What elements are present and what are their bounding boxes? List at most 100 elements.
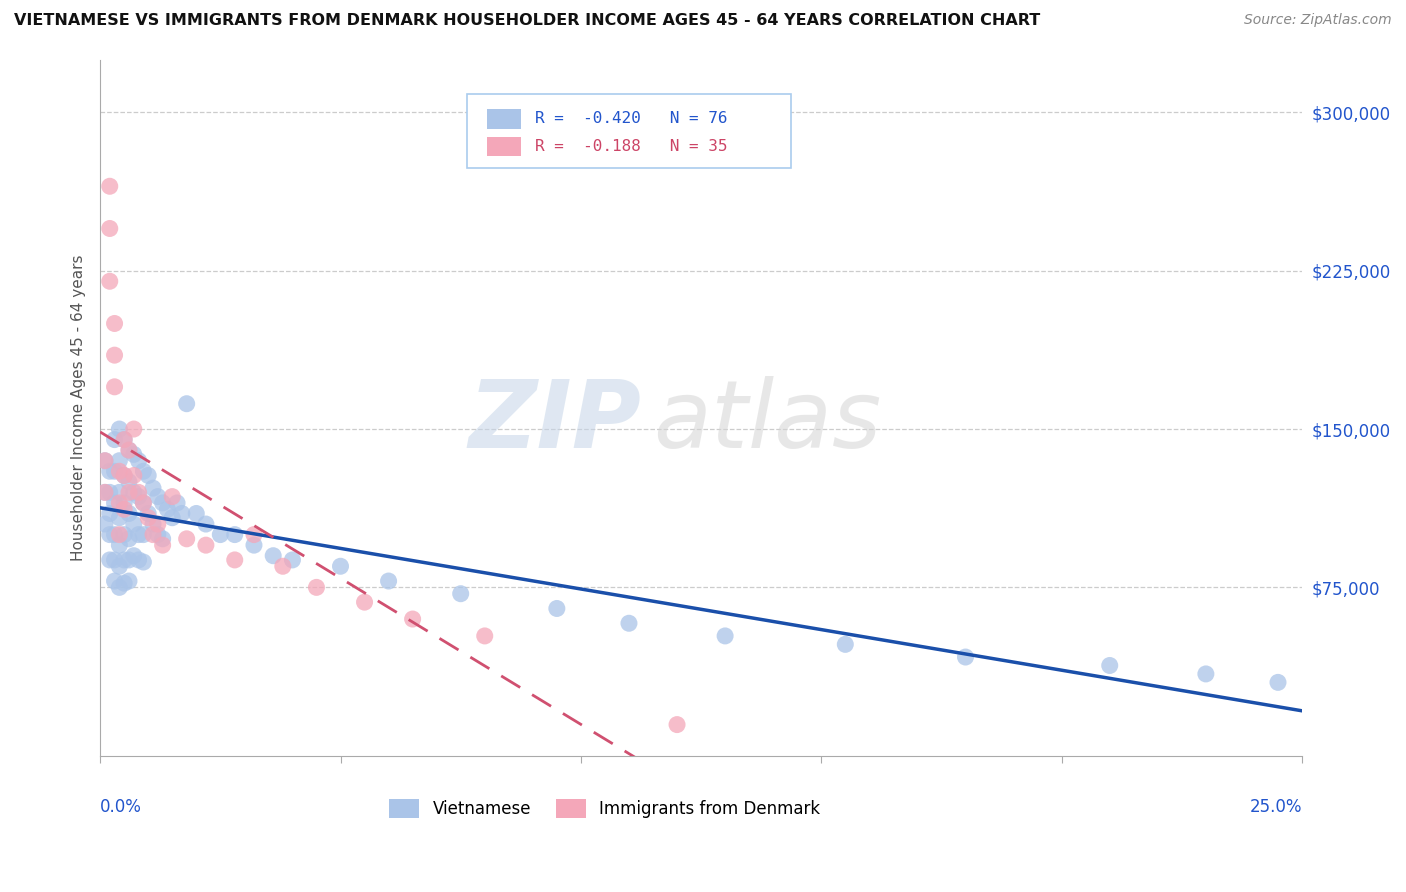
Point — [108, 527, 131, 541]
Text: 0.0%: 0.0% — [100, 798, 142, 816]
Point — [118, 574, 141, 588]
Point — [103, 574, 125, 588]
Point — [132, 496, 155, 510]
Point — [243, 538, 266, 552]
Point — [146, 527, 169, 541]
Point — [112, 553, 135, 567]
Point — [243, 527, 266, 541]
Point — [112, 433, 135, 447]
Point — [329, 559, 352, 574]
Point — [94, 485, 117, 500]
Point — [224, 527, 246, 541]
Point — [98, 507, 121, 521]
Point — [103, 380, 125, 394]
Legend: Vietnamese, Immigrants from Denmark: Vietnamese, Immigrants from Denmark — [382, 792, 827, 824]
Point — [108, 538, 131, 552]
Point — [112, 433, 135, 447]
Text: VIETNAMESE VS IMMIGRANTS FROM DENMARK HOUSEHOLDER INCOME AGES 45 - 64 YEARS CORR: VIETNAMESE VS IMMIGRANTS FROM DENMARK HO… — [14, 13, 1040, 29]
Point — [122, 422, 145, 436]
Point — [162, 490, 184, 504]
Y-axis label: Householder Income Ages 45 - 64 years: Householder Income Ages 45 - 64 years — [72, 255, 86, 561]
Point — [1267, 675, 1289, 690]
Point — [98, 464, 121, 478]
Point — [955, 650, 977, 665]
Point — [94, 485, 117, 500]
Point — [112, 468, 135, 483]
Point — [94, 516, 117, 531]
Point — [122, 485, 145, 500]
Point — [108, 453, 131, 467]
Point — [170, 507, 193, 521]
Point — [108, 559, 131, 574]
Point — [108, 510, 131, 524]
Point — [146, 516, 169, 531]
Point — [103, 496, 125, 510]
Point — [146, 490, 169, 504]
Point — [136, 510, 159, 524]
Point — [377, 574, 399, 588]
FancyBboxPatch shape — [486, 109, 520, 128]
Point — [142, 516, 165, 531]
FancyBboxPatch shape — [467, 95, 792, 168]
Point — [128, 453, 150, 467]
Point — [128, 490, 150, 504]
Point — [194, 538, 217, 552]
Point — [103, 553, 125, 567]
Point — [108, 485, 131, 500]
Point — [142, 527, 165, 541]
Point — [152, 538, 174, 552]
Point — [112, 496, 135, 510]
Point — [108, 422, 131, 436]
Point — [1195, 667, 1218, 681]
Point — [112, 576, 135, 591]
Point — [546, 601, 568, 615]
Point — [108, 496, 131, 510]
Point — [108, 580, 131, 594]
Point — [714, 629, 737, 643]
Point — [118, 475, 141, 489]
Point — [122, 468, 145, 483]
Point — [176, 397, 198, 411]
Text: 25.0%: 25.0% — [1250, 798, 1302, 816]
Point — [122, 516, 145, 531]
Point — [118, 553, 141, 567]
Point — [103, 433, 125, 447]
Point — [128, 485, 150, 500]
Text: atlas: atlas — [652, 376, 882, 467]
Point — [666, 717, 689, 731]
Point — [118, 485, 141, 500]
Point — [122, 549, 145, 563]
Point — [281, 553, 304, 567]
Point — [98, 485, 121, 500]
Point — [94, 453, 117, 467]
Point — [98, 527, 121, 541]
Point — [118, 443, 141, 458]
Text: R =  -0.420   N = 76: R = -0.420 N = 76 — [536, 112, 728, 127]
Point — [98, 221, 121, 235]
Text: Source: ZipAtlas.com: Source: ZipAtlas.com — [1244, 13, 1392, 28]
Point — [162, 510, 184, 524]
Point — [112, 468, 135, 483]
Point — [132, 555, 155, 569]
FancyBboxPatch shape — [486, 137, 520, 156]
Point — [176, 532, 198, 546]
Point — [128, 553, 150, 567]
Point — [194, 516, 217, 531]
Point — [617, 616, 640, 631]
Point — [118, 443, 141, 458]
Point — [401, 612, 423, 626]
Point — [166, 496, 188, 510]
Point — [136, 507, 159, 521]
Text: R =  -0.188   N = 35: R = -0.188 N = 35 — [536, 139, 728, 154]
Point — [224, 553, 246, 567]
Point — [132, 496, 155, 510]
Point — [98, 179, 121, 194]
Point — [103, 464, 125, 478]
Point — [122, 447, 145, 461]
Point — [450, 587, 472, 601]
Point — [98, 553, 121, 567]
Point — [152, 496, 174, 510]
Point — [103, 317, 125, 331]
Point — [271, 559, 294, 574]
Point — [108, 464, 131, 478]
